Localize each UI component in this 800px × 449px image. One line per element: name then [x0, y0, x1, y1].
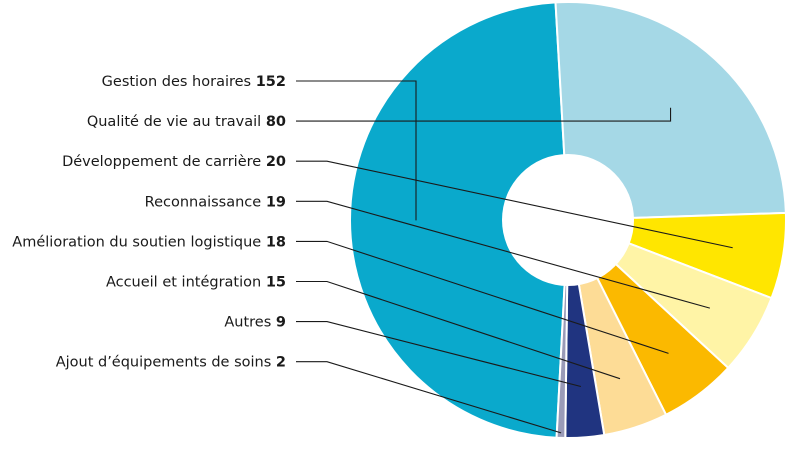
leader-line-accueil-et-integration [296, 280, 621, 380]
leader-line-autres [296, 321, 582, 388]
label-name: Qualité de vie au travail [87, 114, 266, 130]
label-name: Amélioration du soutien logistique [12, 234, 266, 250]
label-value: 15 [266, 275, 286, 291]
label-name: Reconnaissance [145, 194, 266, 210]
label-autres: Autres 9 [224, 315, 286, 331]
label-value: 20 [266, 154, 286, 170]
leader-line-reconnaissance [296, 200, 710, 309]
leader-line-qualite-de-vie-au-travail [296, 107, 672, 122]
label-value: 19 [266, 194, 286, 210]
label-value: 9 [276, 315, 286, 331]
label-name: Ajout d’équipements de soins [56, 355, 276, 371]
label-gestion-des-horaires: Gestion des horaires 152 [102, 74, 286, 90]
label-amelioration-du-soutien-logistique: Amélioration du soutien logistique 18 [12, 234, 286, 250]
leader-line-ajout-d-equipements-de-soins [296, 361, 562, 434]
label-name: Autres [224, 315, 276, 331]
label-value: 2 [276, 355, 286, 371]
label-name: Gestion des horaires [102, 74, 256, 90]
leader-line-amelioration-du-soutien-logistique [296, 240, 669, 354]
leader-lines [296, 80, 733, 434]
label-value: 18 [266, 234, 286, 250]
label-developpement-de-carriere: Développement de carrière 20 [62, 154, 286, 170]
label-qualite-de-vie-au-travail: Qualité de vie au travail 80 [87, 114, 286, 130]
label-value: 80 [266, 114, 286, 130]
slice-gestion-des-horaires [349, 1, 570, 439]
label-name: Accueil et intégration [106, 275, 266, 291]
label-accueil-et-integration: Accueil et intégration 15 [106, 275, 286, 291]
label-name: Développement de carrière [62, 154, 266, 170]
leader-line-developpement-de-carriere [296, 160, 733, 249]
leader-line-gestion-des-horaires [296, 80, 417, 221]
label-value: 152 [256, 74, 286, 90]
donut-hole [502, 154, 634, 286]
label-reconnaissance: Reconnaissance 19 [145, 194, 286, 210]
label-ajout-d-equipements-de-soins: Ajout d’équipements de soins 2 [56, 355, 286, 371]
